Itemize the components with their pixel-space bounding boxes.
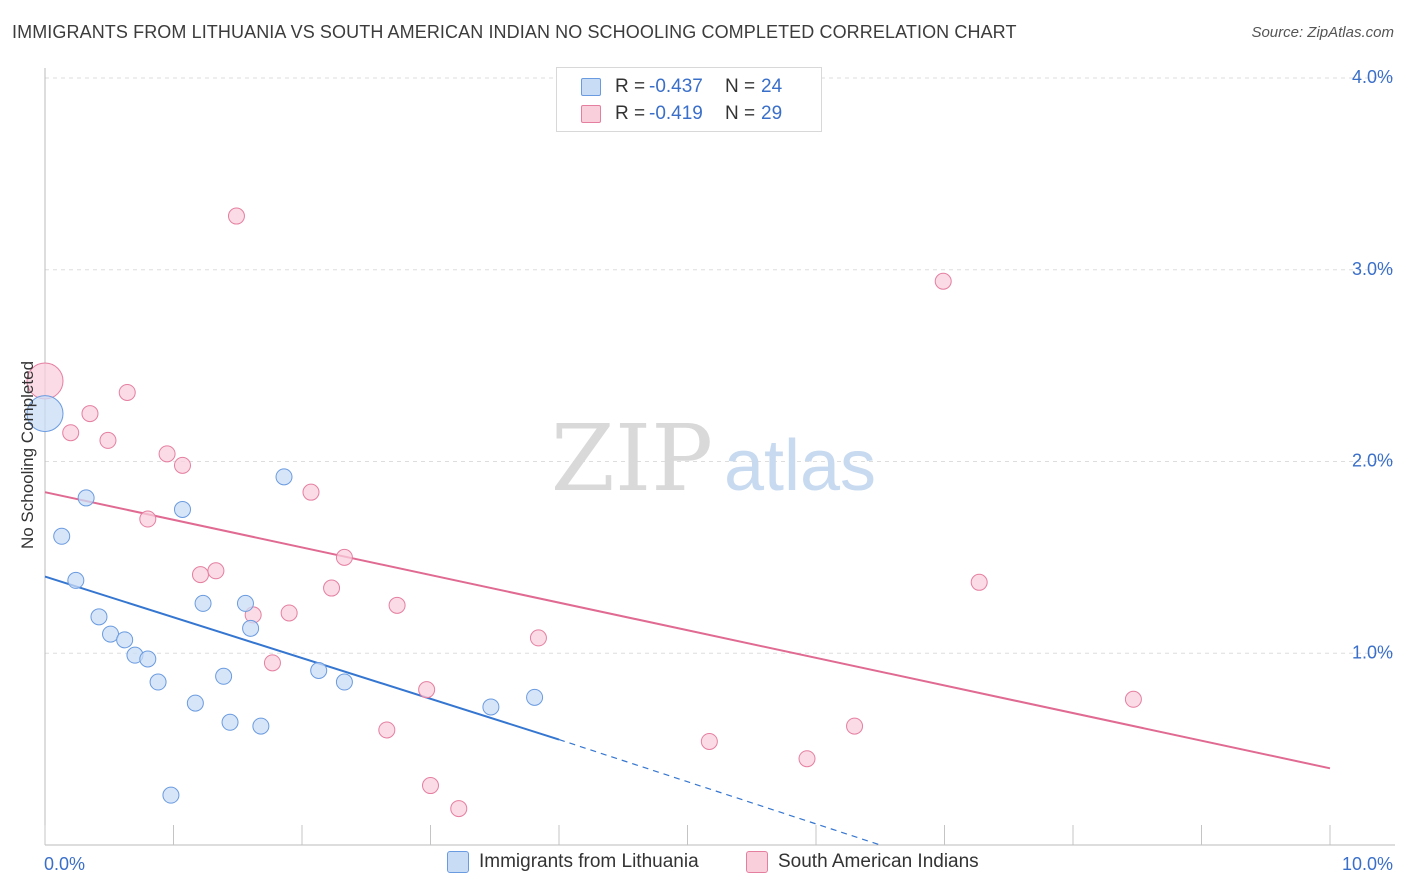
data-point [191, 566, 209, 584]
data-point [116, 631, 134, 649]
data-point [194, 594, 212, 612]
data-point [173, 456, 191, 474]
watermark-zip: ZIP [551, 405, 713, 512]
data-point [81, 405, 99, 423]
data-point [526, 688, 544, 706]
data-point [207, 562, 225, 580]
data-point [149, 673, 167, 691]
data-point [67, 571, 85, 589]
tick-labels: 1.0% 2.0% 3.0% 4.0% 0.0% 10.0% [44, 67, 1393, 874]
legend-row-south-american: R = -0.419 N = 29 [581, 102, 782, 126]
data-point [388, 596, 406, 614]
trend-line-extension-0 [558, 738, 881, 846]
watermark-atlas: atlas [724, 426, 876, 506]
data-point [302, 483, 320, 501]
legend-r-label: R = [615, 103, 646, 124]
trend-line-0 [44, 575, 560, 741]
data-point [77, 489, 95, 507]
data-point [252, 717, 270, 735]
legend-swatch-pink [581, 105, 601, 123]
grid-lines [45, 77, 1395, 654]
data-point [335, 548, 353, 566]
data-point [450, 800, 468, 818]
legend-r-value: -0.437 [649, 76, 703, 97]
data-point [236, 594, 254, 612]
data-point [846, 717, 864, 735]
data-point [221, 713, 239, 731]
data-point [934, 272, 952, 290]
correlation-legend: R = -0.437 N = 24 R = -0.419 N = 29 [556, 67, 822, 132]
data-points [26, 207, 1142, 818]
y-axis-label: No Schooling Completed [18, 360, 37, 550]
watermark: ZIP atlas [551, 405, 876, 512]
data-point [139, 650, 157, 668]
data-point [263, 654, 281, 672]
chart-title: IMMIGRANTS FROM LITHUANIA VS SOUTH AMERI… [12, 22, 1017, 42]
data-point [173, 500, 191, 518]
data-point [139, 510, 157, 528]
data-point [162, 786, 180, 804]
data-point [53, 527, 71, 545]
data-point [418, 681, 436, 699]
data-point [102, 625, 120, 643]
data-point [482, 698, 500, 716]
data-point [215, 667, 233, 685]
trend-lines [44, 491, 1331, 846]
data-point [529, 629, 547, 647]
y-tick-label: 2.0% [1352, 451, 1393, 471]
source-label: Source: ZipAtlas.com [1251, 24, 1394, 41]
trend-line-1 [44, 491, 1331, 770]
data-point [242, 619, 260, 637]
x-tick-label: 10.0% [1342, 854, 1393, 874]
series-legend-label: Immigrants from Lithuania [479, 851, 699, 872]
series-legend: Immigrants from Lithuania South American… [0, 851, 1406, 879]
data-point [227, 207, 245, 225]
series-swatch-blue [447, 851, 469, 873]
data-point [422, 777, 439, 795]
data-point [310, 662, 328, 680]
data-point [378, 721, 396, 739]
data-point [186, 694, 204, 712]
legend-n-label: N = [725, 103, 756, 124]
legend-n-value: 29 [761, 103, 783, 124]
legend-n-label: N = [725, 76, 756, 97]
y-tick-label: 4.0% [1352, 67, 1393, 87]
data-point [700, 732, 718, 750]
data-point [970, 573, 988, 591]
data-point [335, 673, 353, 691]
y-tick-label: 1.0% [1352, 642, 1393, 662]
data-point [90, 608, 108, 626]
legend-swatch-blue [581, 78, 601, 96]
data-point [118, 383, 136, 401]
axes [44, 68, 1395, 846]
data-point [798, 750, 816, 768]
data-point [323, 579, 341, 597]
y-tick-label: 3.0% [1352, 259, 1393, 279]
x-tick-label: 0.0% [44, 854, 85, 874]
series-legend-label: South American Indians [778, 851, 979, 872]
legend-row-lithuania: R = -0.437 N = 24 [581, 75, 782, 99]
series-swatch-pink [746, 851, 768, 873]
data-point [99, 431, 117, 449]
series-legend-south-american[interactable]: South American Indians [746, 851, 979, 873]
legend-n-value: 24 [761, 76, 783, 97]
series-legend-lithuania[interactable]: Immigrants from Lithuania [447, 851, 699, 873]
data-point [158, 445, 176, 463]
legend-r-value: -0.419 [649, 103, 703, 124]
legend-r-label: R = [615, 76, 646, 97]
data-point [275, 468, 293, 486]
data-point [62, 424, 80, 442]
data-point [280, 604, 298, 622]
data-point [1124, 690, 1142, 708]
data-point [26, 395, 64, 433]
